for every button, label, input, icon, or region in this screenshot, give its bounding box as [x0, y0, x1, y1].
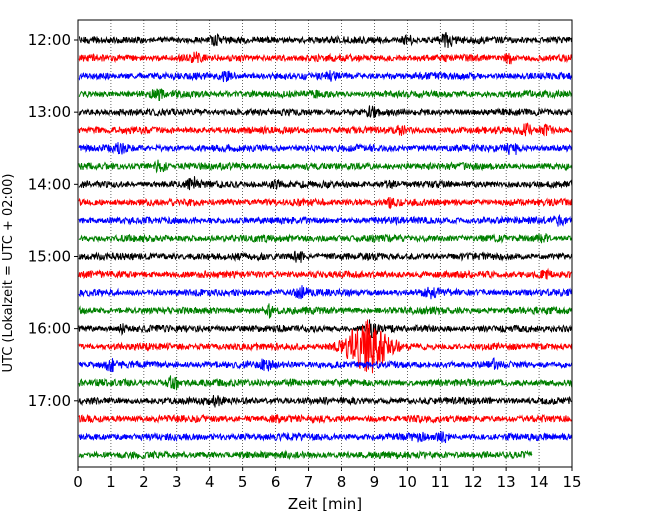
seismic-trace — [78, 319, 573, 339]
x-tick-label: 9 — [370, 473, 380, 491]
x-tick-label: 5 — [238, 473, 248, 491]
y-tick-label: 14:00 — [28, 175, 71, 193]
seismic-trace — [78, 87, 573, 101]
y-axis-label: UTC (Lokalzeit = UTC + 02:00) — [1, 174, 16, 373]
x-tick-label: 10 — [398, 473, 417, 491]
x-tick-label: 8 — [337, 473, 347, 491]
y-axis: 12:00 13:00 14:00 15:00 16:00 17:00 — [28, 31, 78, 410]
seismic-trace — [79, 32, 573, 49]
y-tick-label: 16:00 — [28, 320, 71, 338]
seismic-trace — [78, 375, 573, 391]
x-axis-label: Zeit [min] — [288, 495, 362, 513]
seismic-trace — [78, 303, 573, 319]
seismic-trace — [78, 285, 573, 300]
y-tick-label: 13:00 — [28, 103, 71, 121]
plot-frame — [77, 19, 573, 468]
seismic-trace — [78, 70, 573, 83]
seismic-trace — [78, 51, 573, 65]
seismic-trace — [78, 250, 573, 263]
seismic-trace — [78, 176, 573, 191]
x-tick-label: 15 — [562, 473, 581, 491]
seismic-trace — [78, 319, 573, 374]
seismic-trace — [78, 159, 573, 174]
grid — [110, 20, 540, 467]
x-tick-label: 3 — [172, 473, 182, 491]
seismic-trace — [78, 267, 573, 280]
x-tick-label: 14 — [530, 473, 549, 491]
seismic-trace — [78, 449, 533, 461]
x-tick-label: 11 — [431, 473, 450, 491]
y-tick-label: 15:00 — [28, 247, 71, 265]
seismic-trace — [78, 233, 573, 244]
seismic-trace — [78, 413, 573, 425]
seismic-trace — [78, 142, 573, 156]
y-tick-label: 17:00 — [28, 392, 71, 410]
x-tick-label: 2 — [139, 473, 149, 491]
x-tick-label: 7 — [304, 473, 314, 491]
x-tick-label: 6 — [271, 473, 281, 491]
x-tick-label: 13 — [497, 473, 516, 491]
traces — [78, 32, 573, 461]
x-axis: 0 1 2 3 4 5 6 7 8 9 10 11 12 13 14 15 — [73, 467, 582, 491]
seismic-trace — [78, 394, 573, 408]
x-tick-label: 12 — [464, 473, 483, 491]
seismic-trace — [78, 431, 573, 444]
x-tick-label: 1 — [106, 473, 116, 491]
seismic-trace — [78, 196, 573, 210]
seismic-trace — [78, 122, 573, 137]
seismic-trace — [78, 357, 573, 373]
x-tick-label: 4 — [205, 473, 215, 491]
x-tick-label: 0 — [73, 473, 83, 491]
y-tick-label: 12:00 — [28, 31, 71, 49]
seismic-trace — [78, 105, 573, 119]
seismic-trace — [78, 214, 573, 227]
